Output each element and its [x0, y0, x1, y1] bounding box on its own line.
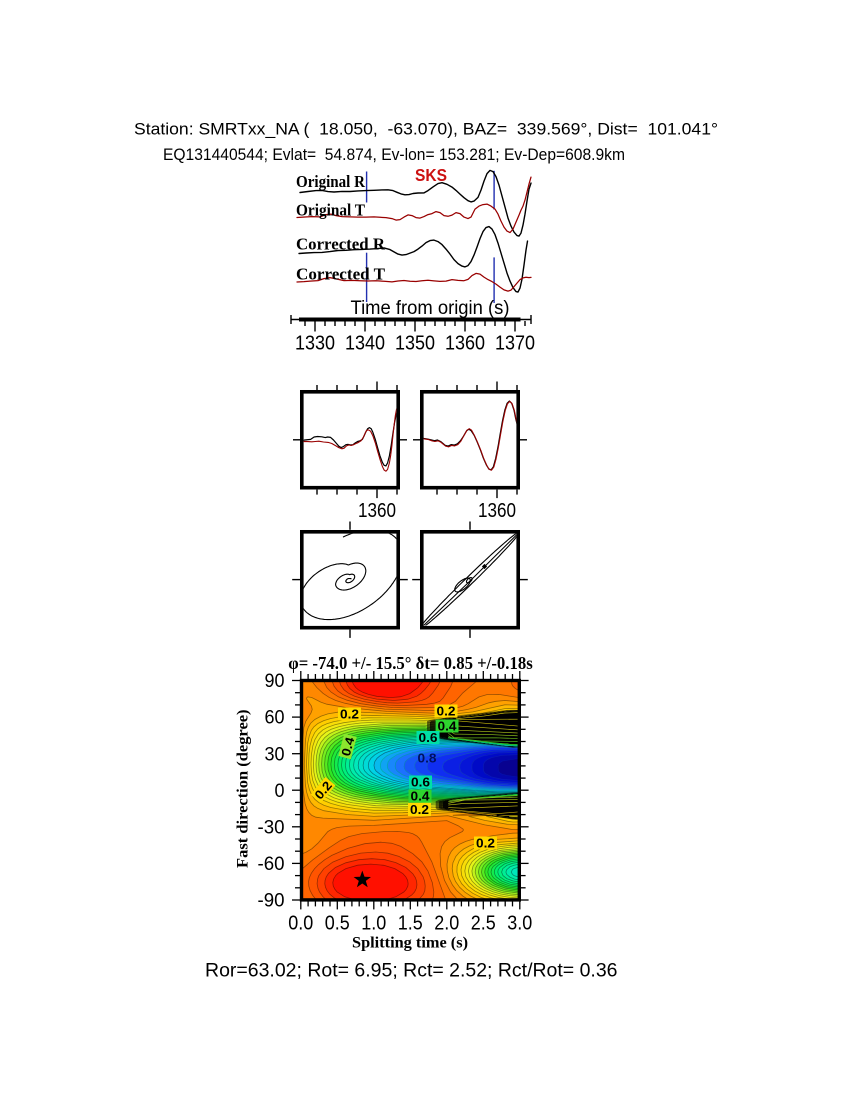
svg-text:SKS: SKS — [415, 165, 447, 185]
svg-text:1340: 1340 — [345, 333, 385, 355]
svg-text:-60: -60 — [258, 854, 285, 875]
svg-text:0.2: 0.2 — [476, 837, 495, 851]
svg-text:0: 0 — [275, 781, 285, 802]
svg-text:-30: -30 — [258, 817, 285, 838]
svg-text:Original T: Original T — [296, 201, 365, 220]
svg-text:Fast direction (degree): Fast direction (degree) — [235, 709, 252, 868]
svg-text:0.4: 0.4 — [339, 736, 357, 758]
svg-text:0.2: 0.2 — [437, 705, 456, 719]
svg-text:φ= -74.0 +/- 15.5° δt= 0.85 +/: φ= -74.0 +/- 15.5° δt= 0.85 +/-0.18s — [288, 653, 533, 673]
svg-text:0.2: 0.2 — [410, 803, 429, 817]
svg-text:1360: 1360 — [358, 500, 396, 522]
svg-text:1330: 1330 — [295, 333, 335, 355]
svg-text:90: 90 — [265, 671, 285, 692]
svg-text:Original R: Original R — [296, 172, 366, 191]
svg-text:-90: -90 — [258, 891, 285, 912]
svg-text:60: 60 — [265, 708, 285, 729]
svg-text:Corrected R: Corrected R — [296, 235, 386, 254]
svg-text:Splitting time (s): Splitting time (s) — [352, 935, 468, 952]
svg-text:2.5: 2.5 — [471, 913, 496, 935]
svg-text:Ror=63.02; Rot= 6.95; Rct= 2.5: Ror=63.02; Rot= 6.95; Rct= 2.52; Rct/Rot… — [205, 960, 618, 982]
svg-text:0.2: 0.2 — [340, 708, 359, 722]
svg-text:1360: 1360 — [478, 500, 516, 522]
svg-text:0.6: 0.6 — [411, 776, 430, 790]
svg-text:1360: 1360 — [445, 333, 485, 355]
svg-text:1350: 1350 — [395, 333, 435, 355]
svg-text:0.6: 0.6 — [419, 731, 438, 745]
svg-text:Corrected T: Corrected T — [296, 265, 385, 284]
svg-text:2.0: 2.0 — [434, 913, 459, 935]
svg-text:EQ131440544; Evlat= 54.874, E: EQ131440544; Evlat= 54.874, Ev-lon= 153.… — [163, 146, 625, 164]
svg-text:Time from origin (s): Time from origin (s) — [351, 298, 510, 319]
svg-text:1370: 1370 — [495, 333, 535, 355]
svg-text:30: 30 — [265, 744, 285, 765]
svg-text:1.0: 1.0 — [361, 913, 386, 935]
svg-text:0.8: 0.8 — [418, 752, 437, 766]
svg-text:0.0: 0.0 — [288, 913, 313, 935]
svg-text:1.5: 1.5 — [398, 913, 423, 935]
svg-text:0.5: 0.5 — [325, 913, 350, 935]
svg-text:0.4: 0.4 — [438, 720, 457, 734]
svg-text:0.4: 0.4 — [411, 790, 430, 804]
svg-text:3.0: 3.0 — [507, 913, 532, 935]
svg-text:Station: SMRTxx_NA ( 18.050,: Station: SMRTxx_NA ( 18.050, -63.070), B… — [134, 120, 718, 139]
